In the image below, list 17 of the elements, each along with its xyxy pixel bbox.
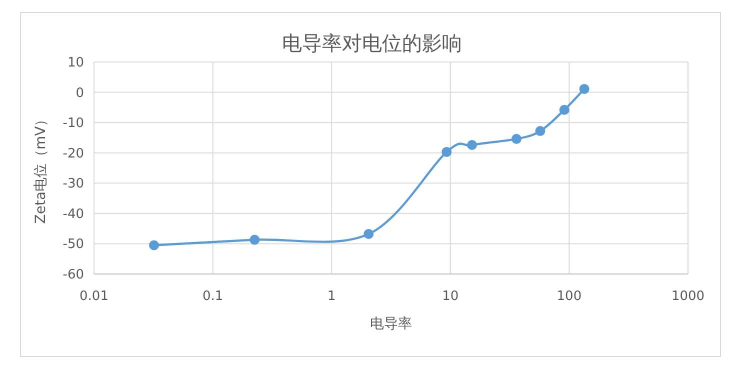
y-tick-label: -50	[62, 237, 84, 252]
y-axis-title: Zeta电位（mV）	[33, 112, 49, 224]
y-tick-label: -60	[62, 268, 84, 282]
x-tick-label: 100	[556, 289, 582, 304]
y-tick-label: -40	[62, 206, 84, 222]
x-tick-label: 1000	[671, 289, 705, 304]
x-tick-label: 1	[327, 289, 336, 304]
y-tick-label: -30	[62, 176, 84, 192]
y-tick-label: 10	[67, 56, 84, 70]
y-tick-label: -10	[62, 116, 84, 132]
x-tick-label: 0.01	[80, 289, 108, 304]
x-axis-title: 电导率	[370, 316, 412, 332]
x-tick-label: 10	[442, 289, 459, 304]
x-tick-label: 0.1	[202, 289, 224, 304]
chart-title: 电导率对电位的影响	[282, 31, 462, 55]
y-tick-label: 0	[76, 86, 84, 101]
y-tick-label: -20	[62, 146, 84, 162]
